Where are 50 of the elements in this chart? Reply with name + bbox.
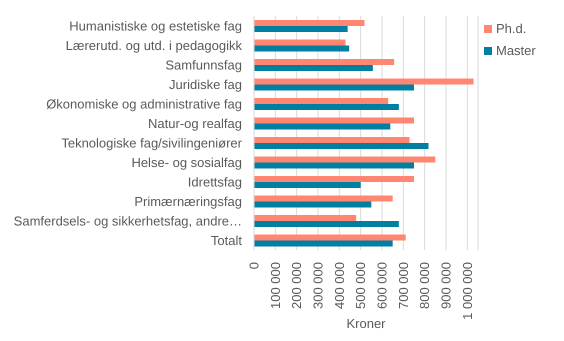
- x-tick-label: 1 000 000: [460, 262, 475, 320]
- bar: [254, 20, 365, 26]
- bar: [254, 176, 414, 182]
- y-tick-label: Samfunnsfag: [165, 57, 242, 72]
- y-tick-label: Idrettsfag: [188, 174, 242, 190]
- bar: [254, 124, 390, 130]
- bar: [254, 182, 361, 188]
- x-tick-label: 0: [246, 262, 262, 270]
- bar: [254, 156, 436, 162]
- bar: [254, 202, 372, 208]
- x-tick-label: 100 000: [268, 262, 283, 309]
- y-tick-label: Teknologiske fag/sivilingeniører: [61, 135, 243, 150]
- y-tick-label: Helse- og sosialfag: [131, 154, 242, 170]
- x-tick-label: 800 000: [417, 262, 432, 309]
- x-tick-label: 500 000: [353, 262, 368, 309]
- bar: [254, 26, 348, 32]
- y-tick-label: Natur-og realfag: [148, 116, 242, 131]
- y-tick-label: Totalt: [210, 232, 242, 248]
- x-tick-label: 400 000: [332, 262, 347, 309]
- bar: [254, 240, 393, 246]
- y-tick-label: Samferdsels- og sikkerhetsfag, andre…: [14, 213, 242, 228]
- bar: [254, 78, 474, 84]
- bar: [254, 98, 388, 104]
- bar: [254, 46, 350, 52]
- bar: [254, 118, 414, 124]
- legend-label: Master: [496, 42, 536, 60]
- bar: [254, 234, 406, 240]
- x-tick-label: 700 000: [396, 262, 411, 309]
- y-tick-label: Humanistiske og estetiske fag: [69, 18, 242, 34]
- y-tick-label: Juridiske fag: [169, 76, 242, 92]
- x-axis-title: Kroner: [346, 316, 386, 331]
- bar: [254, 84, 414, 90]
- y-tick-label: Lærerutd. og utd. i pedagogikk: [66, 38, 242, 53]
- bar: [254, 221, 399, 227]
- bar: [254, 215, 356, 221]
- bar: [254, 162, 414, 168]
- x-tick-label: 300 000: [310, 262, 326, 309]
- x-tick-label: 200 000: [289, 262, 304, 309]
- bar: [254, 196, 393, 202]
- bar: [254, 137, 410, 143]
- bar: [254, 40, 346, 46]
- bar: [254, 59, 394, 65]
- legend-label: Ph.d.: [496, 20, 526, 38]
- y-tick-label: Økonomiske og administrative fag: [46, 96, 242, 112]
- bar: [254, 104, 399, 110]
- y-tick-label: Primærnæringsfag: [134, 194, 242, 209]
- x-tick-label: 600 000: [374, 262, 390, 309]
- bar: [254, 143, 429, 149]
- x-tick-label: 900 000: [438, 262, 454, 309]
- bar: [254, 65, 373, 71]
